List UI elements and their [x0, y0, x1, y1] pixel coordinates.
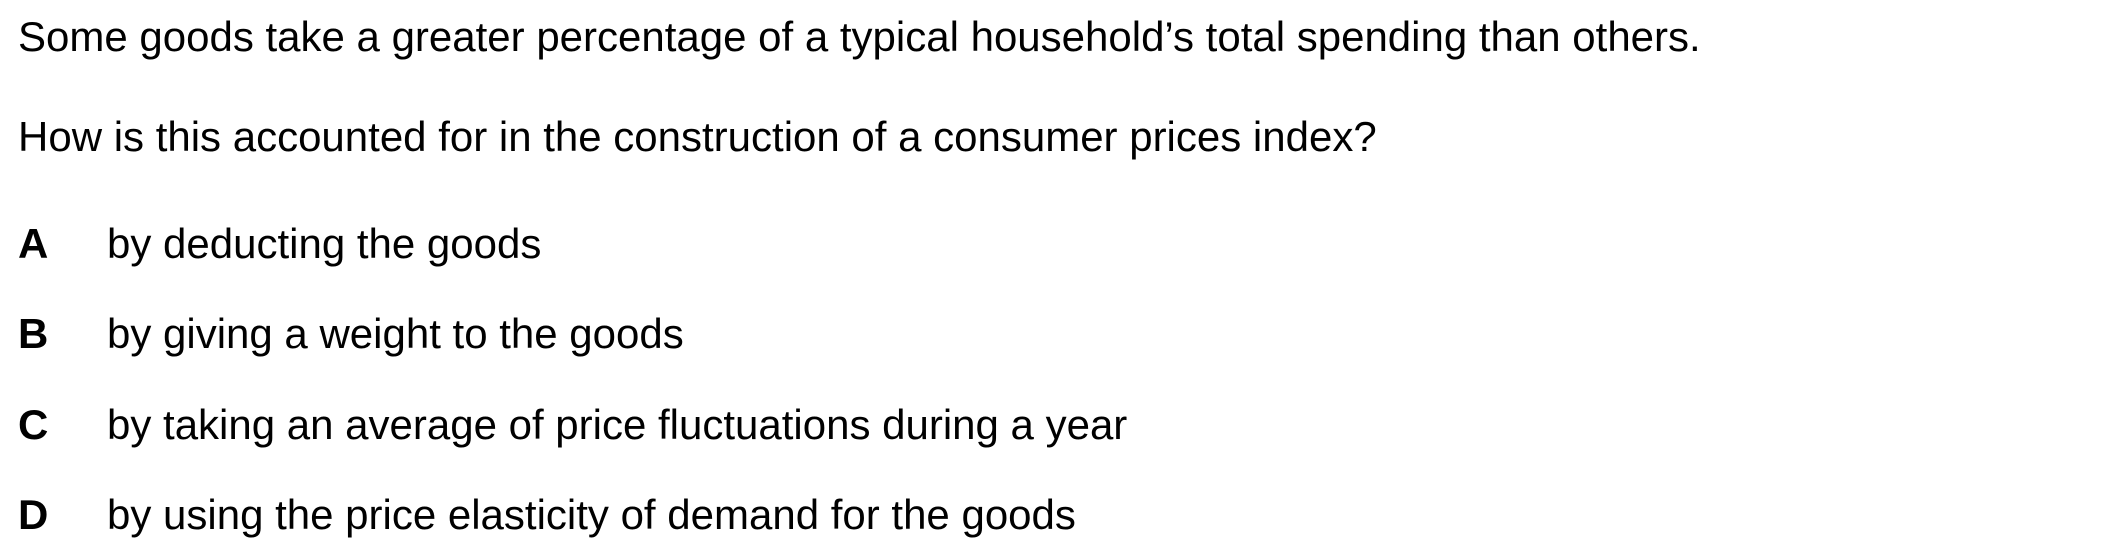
option-letter-c: C	[18, 401, 49, 448]
option-text-b: by giving a weight to the goods	[107, 310, 684, 357]
question-page: Some goods take a greater percentage of …	[18, 0, 2078, 560]
option-text-a: by deducting the goods	[107, 220, 542, 267]
option-letter-b: B	[18, 310, 49, 357]
option-letter-a: A	[18, 220, 49, 267]
option-text-c: by taking an average of price fluctuatio…	[107, 401, 1128, 448]
option-letter-d: D	[18, 491, 49, 538]
option-text-d: by using the price elasticity of demand …	[107, 491, 1076, 538]
question-stem-line-1: Some goods take a greater percentage of …	[18, 13, 1701, 60]
question-stem-line-2: How is this accounted for in the constru…	[18, 113, 1377, 160]
